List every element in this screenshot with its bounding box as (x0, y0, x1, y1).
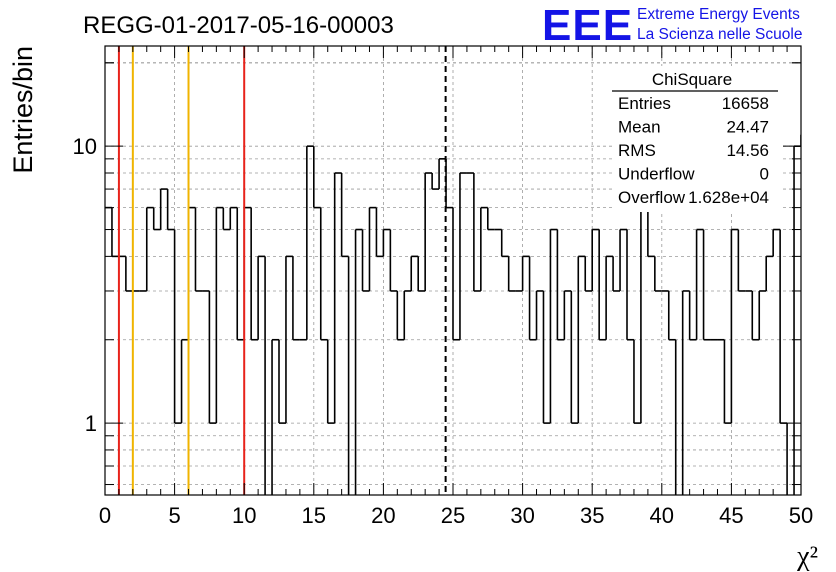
x-tick-label-25: 25 (441, 503, 465, 528)
run-title: REGG-01-2017-05-16-00003 (83, 12, 394, 39)
histogram-bins (105, 134, 801, 495)
x-tick-label-10: 10 (232, 503, 256, 528)
stats-key-entries: Entries (618, 94, 671, 113)
stats-title: ChiSquare (652, 70, 732, 89)
eee-logo: EEE Extreme Energy Events La Scienza nel… (542, 1, 802, 50)
y-tick-label-10: 10 (73, 134, 97, 159)
stats-box: ChiSquare Entries 16658 Mean 24.47 RMS 14.56 U… (612, 66, 780, 212)
stats-value-entries: 16658 (722, 94, 769, 113)
x-tick-label-45: 45 (719, 503, 743, 528)
x-tick-label-35: 35 (580, 503, 604, 528)
logo-line-1: Extreme Energy Events (637, 6, 800, 23)
stats-key-mean: Mean (618, 118, 661, 137)
x-tick-label-0: 0 (99, 503, 111, 528)
y-axis-label: Entries/bin (8, 46, 38, 174)
x-tick-labels: 0 5 10 15 20 25 30 35 40 45 50 (99, 503, 813, 528)
stats-value-overflow: 1.628e+04 (688, 188, 769, 207)
axis-ticks (104, 46, 802, 495)
stats-rows: Entries 16658 Mean 24.47 RMS 14.56 Underflow 0 O… (618, 94, 769, 207)
reference-lines (117, 46, 447, 495)
y-tick-label-1: 1 (85, 411, 97, 436)
stats-key-overflow: Overflow (618, 188, 686, 207)
x-tick-label-50: 50 (789, 503, 813, 528)
x-tick-label-20: 20 (371, 503, 395, 528)
x-tick-label-15: 15 (302, 503, 326, 528)
stats-value-underflow: 0 (760, 165, 769, 184)
stats-key-rms: RMS (618, 141, 656, 160)
x-axis-label: χ² (796, 541, 818, 572)
x-tick-label-40: 40 (650, 503, 674, 528)
stats-value-mean: 24.47 (726, 118, 769, 137)
histogram (105, 134, 801, 495)
stats-value-rms: 14.56 (726, 141, 769, 160)
x-tick-label-30: 30 (510, 503, 534, 528)
stats-key-underflow: Underflow (618, 165, 695, 184)
logo-line-2: La Scienza nelle Scuole (637, 26, 802, 43)
stats-box-bg (612, 66, 780, 212)
y-tick-labels: 1 10 (73, 134, 97, 436)
eee-logo-mark: EEE (542, 1, 633, 50)
x-tick-label-5: 5 (168, 503, 180, 528)
